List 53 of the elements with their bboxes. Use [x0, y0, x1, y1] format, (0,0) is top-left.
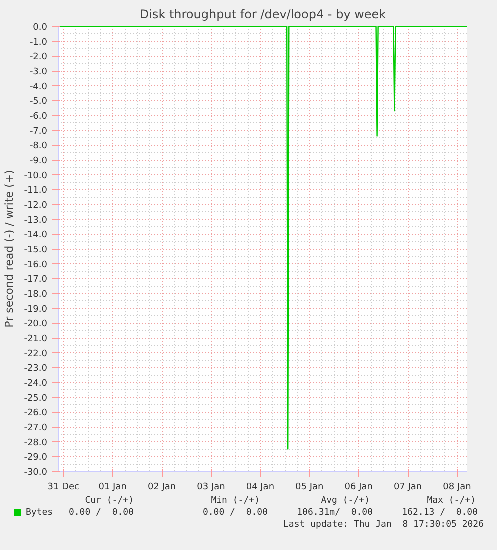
line-series [58, 26, 468, 450]
y-tick-label: -23.0 [24, 364, 48, 374]
x-tick-label: 08 Jan [443, 482, 472, 492]
text: Avg (-/+) [321, 495, 370, 507]
x-tick-label: 04 Jan [246, 482, 275, 492]
y-tick-label: -20.0 [24, 320, 48, 330]
y-tick-label: -12.0 [24, 201, 48, 211]
text: Min (-/+) [211, 495, 260, 507]
y-tick-label: -29.0 [24, 453, 48, 464]
y-tick-label: -26.0 [24, 408, 48, 419]
y-tick-label: -8.0 [30, 142, 48, 152]
y-tick-label: -25.0 [24, 394, 48, 404]
y-tick-label: -30.0 [24, 468, 48, 478]
y-tick-label: -1.0 [30, 38, 48, 48]
text: 106.31m/ 0.00 [297, 507, 373, 519]
y-tick-label: -19.0 [24, 304, 48, 315]
x-tick-label: 01 Jan [98, 482, 127, 492]
y-tick-label: -28.0 [24, 438, 48, 448]
y-tick-label: 0.0 [33, 23, 48, 33]
text: 0.00 / 0.00 [202, 507, 268, 519]
x-tick-label: 02 Jan [148, 482, 176, 492]
text: Cur (-/+) [85, 495, 134, 507]
x-tick-label: 06 Jan [344, 482, 373, 492]
y-tick-label: -14.0 [24, 230, 48, 241]
y-axis-title: Pr second read (-) / write (+) [3, 170, 16, 328]
text: Max (-/+) [427, 495, 476, 507]
x-tick-label: 03 Jan [197, 482, 226, 492]
chart-title: Disk throughput for /dev/loop4 - by week [140, 8, 386, 22]
y-tick-label: -13.0 [24, 216, 48, 226]
legend-label: Bytes [26, 507, 54, 519]
y-tick-label: -3.0 [30, 68, 48, 78]
text: 162.13 / 0.00 [402, 507, 478, 519]
x-tick-label: 05 Jan [296, 482, 324, 492]
x-tick-label: 31 Dec [48, 482, 80, 492]
x-tick-label: 07 Jan [394, 482, 422, 492]
y-tick-label: -6.0 [30, 112, 48, 122]
y-tick-label: -22.0 [24, 349, 48, 360]
y-tick-label: -15.0 [24, 246, 48, 256]
y-tick-label: -18.0 [24, 290, 48, 300]
y-tick-label: -10.0 [24, 171, 48, 182]
y-tick-label: -17.0 [24, 275, 48, 286]
y-tick-label: -16.0 [24, 260, 48, 270]
y-tick-label: -2.0 [30, 52, 48, 63]
y-tick-label: -5.0 [30, 97, 48, 108]
y-tick-label: -4.0 [30, 82, 48, 92]
y-tick-label: -11.0 [24, 186, 48, 196]
y-tick-label: -21.0 [24, 334, 48, 344]
text: Last update: Thu Jan 8 17:30:05 2026 [284, 519, 484, 531]
y-tick-label: -9.0 [30, 156, 48, 166]
y-tick-label: -24.0 [24, 379, 48, 389]
y-tick-label: -7.0 [30, 126, 48, 137]
text: 0.00 / 0.00 [68, 507, 134, 519]
y-tick-label: -27.0 [24, 424, 48, 434]
